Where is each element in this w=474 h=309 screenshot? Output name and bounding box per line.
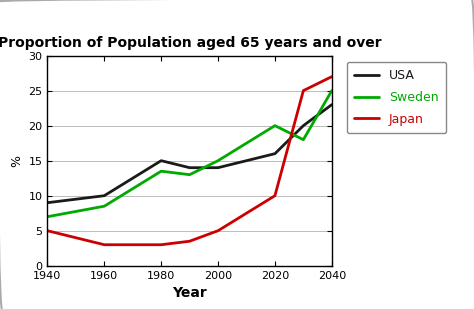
USA — [187, 166, 192, 170]
Line: Japan: Japan — [47, 77, 332, 245]
Y-axis label: %: % — [10, 155, 23, 167]
USA — [301, 124, 306, 128]
Japan — [301, 89, 306, 92]
Japan — [215, 229, 221, 233]
Sweden — [187, 173, 192, 176]
Title: Proportion of Population aged 65 years and over: Proportion of Population aged 65 years a… — [0, 36, 382, 50]
Legend: USA, Sweden, Japan: USA, Sweden, Japan — [346, 62, 446, 133]
Sweden — [215, 159, 221, 163]
Japan — [45, 229, 50, 233]
Sweden — [301, 138, 306, 142]
USA — [101, 194, 107, 197]
USA — [215, 166, 221, 170]
USA — [158, 159, 164, 163]
Sweden — [158, 169, 164, 173]
Sweden — [329, 89, 335, 92]
Sweden — [272, 124, 278, 128]
USA — [272, 152, 278, 155]
Line: USA: USA — [47, 105, 332, 203]
Sweden — [45, 215, 50, 218]
Japan — [158, 243, 164, 247]
Sweden — [101, 204, 107, 208]
USA — [329, 103, 335, 107]
Japan — [187, 239, 192, 243]
USA — [45, 201, 50, 205]
Japan — [272, 194, 278, 197]
Line: Sweden: Sweden — [47, 91, 332, 217]
Japan — [329, 75, 335, 78]
X-axis label: Year: Year — [172, 286, 207, 300]
Japan — [101, 243, 107, 247]
